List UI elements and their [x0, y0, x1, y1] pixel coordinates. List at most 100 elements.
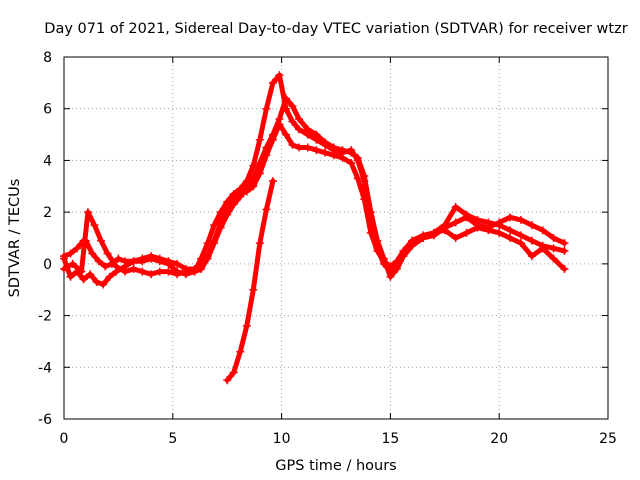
- data-point: [197, 262, 206, 271]
- y-tick-label: 0: [43, 257, 52, 273]
- data-point: [386, 262, 395, 271]
- data-point: [495, 221, 504, 230]
- data-point: [484, 218, 493, 227]
- data-point: [392, 257, 401, 266]
- data-point: [103, 249, 112, 258]
- data-point: [236, 190, 245, 199]
- data-point: [129, 265, 138, 274]
- y-tick-label: 6: [43, 102, 52, 118]
- data-point: [92, 277, 101, 286]
- data-point: [66, 272, 75, 281]
- y-tick-label: -4: [38, 360, 52, 376]
- data-point: [203, 252, 212, 261]
- x-tick-label: 20: [490, 431, 508, 447]
- data-point: [281, 130, 290, 139]
- data-point: [147, 270, 156, 279]
- x-tick-label: 25: [599, 431, 617, 447]
- data-point: [164, 257, 173, 266]
- data-point: [73, 267, 82, 276]
- data-point: [506, 234, 515, 242]
- data-point: [288, 140, 297, 149]
- y-tick-label: -6: [38, 412, 52, 428]
- data-point: [281, 94, 290, 103]
- data-point: [229, 368, 238, 377]
- data-point: [549, 254, 558, 263]
- data-point: [353, 153, 362, 162]
- data-point: [312, 146, 321, 155]
- data-point: [79, 275, 88, 284]
- data-point: [386, 272, 395, 281]
- data-point: [312, 130, 321, 139]
- data-point: [88, 249, 97, 258]
- data-point: [338, 146, 347, 155]
- y-tick-label: -2: [38, 309, 52, 325]
- data-point: [155, 267, 164, 276]
- data-point: [329, 151, 338, 160]
- data-point: [462, 210, 471, 219]
- data-point: [288, 102, 297, 111]
- data-point: [549, 244, 558, 253]
- data-point: [516, 215, 525, 224]
- data-point: [288, 117, 297, 126]
- data-point: [440, 226, 449, 235]
- data-point: [353, 174, 362, 183]
- series-track-3: [60, 120, 569, 289]
- data-point: [255, 169, 264, 178]
- series-track-2: [60, 94, 569, 281]
- data-point: [451, 218, 460, 227]
- data-point: [527, 236, 536, 245]
- data-point: [242, 187, 251, 196]
- data-point: [94, 257, 103, 266]
- x-tick-label: 5: [168, 431, 177, 447]
- data-point: [138, 267, 147, 276]
- data-point: [262, 104, 271, 113]
- data-point: [506, 226, 515, 235]
- data-point: [268, 78, 277, 87]
- data-point: [255, 135, 264, 144]
- data-point: [295, 115, 304, 124]
- y-tick-label: 8: [43, 50, 52, 66]
- data-point: [60, 254, 68, 263]
- data-point: [560, 239, 569, 248]
- data-point: [295, 143, 304, 152]
- data-point: [268, 135, 277, 144]
- data-point: [255, 239, 264, 248]
- data-point: [96, 236, 105, 245]
- data-point: [120, 262, 129, 271]
- data-point: [347, 148, 356, 157]
- series-line: [61, 121, 567, 288]
- data-point: [68, 259, 77, 268]
- data-point: [538, 226, 547, 235]
- series-line: [61, 72, 567, 277]
- data-point: [329, 143, 338, 152]
- x-tick-label: 10: [273, 431, 291, 447]
- data-point: [164, 267, 173, 276]
- data-point: [484, 226, 493, 235]
- data-point: [223, 205, 232, 214]
- data-point: [268, 177, 277, 186]
- data-point: [549, 234, 558, 242]
- data-point: [338, 153, 347, 162]
- data-point: [560, 265, 569, 274]
- data-point: [379, 257, 388, 266]
- data-point: [262, 151, 271, 160]
- x-tick-label: 0: [60, 431, 69, 447]
- data-point: [249, 285, 258, 294]
- data-point: [392, 265, 401, 274]
- data-point: [112, 267, 121, 276]
- data-point: [429, 228, 438, 237]
- data-point: [399, 246, 408, 255]
- data-point: [138, 254, 147, 263]
- series-track-1: [60, 71, 569, 279]
- data-point: [516, 231, 525, 240]
- data-point: [321, 148, 330, 157]
- data-point: [366, 228, 375, 237]
- x-axis-label: GPS time / hours: [275, 458, 396, 474]
- data-point: [99, 280, 108, 289]
- plot-frame: [63, 56, 609, 420]
- x-tick-label: 15: [381, 431, 399, 447]
- data-point: [462, 228, 471, 237]
- data-point: [242, 321, 251, 330]
- data-point: [236, 347, 245, 356]
- data-point: [210, 221, 219, 230]
